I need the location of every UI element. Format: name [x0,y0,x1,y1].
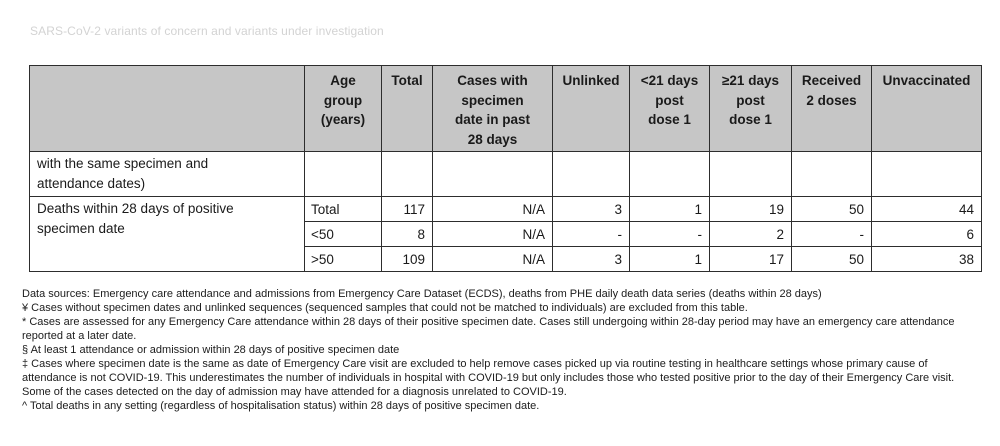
cell-lt21-post-dose1: 1 [629,196,710,222]
cell-age-group: >50 [304,246,382,272]
footnote-section-attendance: § At least 1 attendance or admission wit… [22,344,400,356]
cell-ge21-post-dose1: 2 [709,221,792,247]
col-header-cases-28-days: Cases with specimen date in past 28 days [432,65,553,152]
cell-cases-28d: N/A [432,221,553,247]
footnote-data-sources: Data sources: Emergency care attendance … [22,288,822,300]
col-header-ge21-days-post-dose1: ≥21 days post dose 1 [709,65,792,152]
cell-cases-28d: N/A [432,196,553,222]
cell-unlinked: 3 [552,196,630,222]
footnote-double-dagger-specimen: ‡ Cases where specimen date is the same … [22,358,955,398]
empty-cell [791,151,872,197]
col-header-blank [29,65,305,152]
cell-received-2-doses: 50 [791,196,872,222]
col-header-received-2-doses: Received 2 doses [791,65,872,152]
cell-lt21-post-dose1: 1 [629,246,710,272]
row-deaths-under50: <50 8 N/A - - 2 - 6 [30,221,982,247]
row-deaths-total: Deaths within 28 days of positive specim… [29,196,982,272]
cell-ge21-post-dose1: 17 [709,246,792,272]
col-header-age-group: Age group (years) [304,65,382,152]
page-title: SARS-CoV-2 variants of concern and varia… [30,24,384,38]
cell-age-group: <50 [304,221,382,247]
footnote-asterisk-assessment: * Cases are assessed for any Emergency C… [22,316,955,342]
empty-cell [871,151,982,197]
cell-total: 109 [381,246,433,272]
col-header-total: Total [381,65,433,152]
variants-table-container: Age group (years) Total Cases with speci… [29,65,982,272]
empty-cell [552,151,630,197]
empty-cell [304,151,382,197]
footnotes-block: Data sources: Emergency care attendance … [22,287,972,413]
cell-unvaccinated: 6 [871,221,982,247]
cell-unvaccinated: 44 [871,196,982,222]
cell-age-group: Total [304,196,382,222]
cell-unvaccinated: 38 [871,246,982,272]
cell-ge21-post-dose1: 19 [709,196,792,222]
deaths-by-vaccination-table: Age group (years) Total Cases with speci… [29,65,982,272]
cell-lt21-post-dose1: - [629,221,710,247]
cell-unlinked: - [552,221,630,247]
cell-unlinked: 3 [552,246,630,272]
continuation-row-label: with the same specimen and attendance da… [29,151,305,197]
cell-cases-28d: N/A [432,246,553,272]
col-header-lt21-days-post-dose1: <21 days post dose 1 [629,65,710,152]
empty-cell [381,151,433,197]
cell-received-2-doses: - [791,221,872,247]
empty-cell [709,151,792,197]
row-deaths-over50: >50 109 N/A 3 1 17 50 38 [30,246,982,272]
empty-cell [629,151,710,197]
empty-cell [432,151,553,197]
footnote-caret-total-deaths: ^ Total deaths in any setting (regardles… [22,400,540,412]
cell-total: 8 [381,221,433,247]
cell-received-2-doses: 50 [791,246,872,272]
deaths-section-label: Deaths within 28 days of positive specim… [29,196,305,272]
footnote-yen-exclusions: ¥ Cases without specimen dates and unlin… [22,302,748,314]
col-header-unvaccinated: Unvaccinated [871,65,982,152]
table-header-row: Age group (years) Total Cases with speci… [29,65,982,152]
col-header-unlinked: Unlinked [552,65,630,152]
row-continuation: with the same specimen and attendance da… [29,151,982,197]
cell-total: 117 [381,196,433,222]
